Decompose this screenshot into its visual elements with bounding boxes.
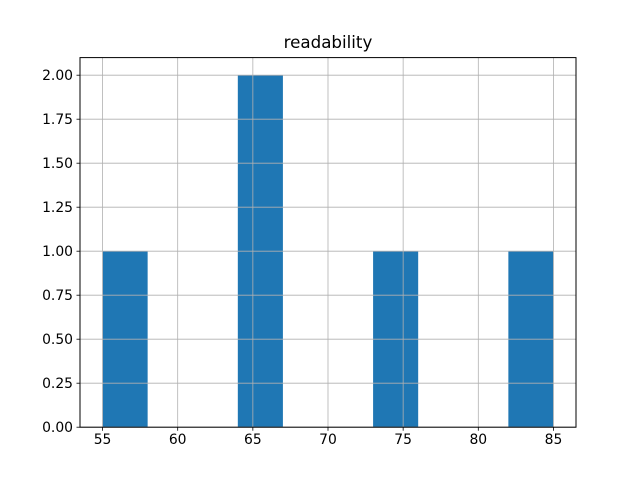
y-tick-label: 1.75 — [42, 112, 73, 128]
x-tick-label: 60 — [169, 432, 187, 448]
y-tick-label: 1.25 — [42, 200, 73, 216]
x-tick-label: 70 — [319, 432, 337, 448]
y-tick-label: 0.25 — [42, 376, 73, 392]
x-tick-label: 55 — [94, 432, 112, 448]
y-tick-label: 0.75 — [42, 288, 73, 304]
y-tick-label: 0.50 — [42, 332, 73, 348]
y-tick-label: 1.00 — [42, 244, 73, 260]
y-tick-label: 0.00 — [42, 420, 73, 436]
x-tick-label: 80 — [469, 432, 487, 448]
chart-title: readability — [283, 32, 373, 52]
y-tick-label: 1.50 — [42, 156, 73, 172]
x-tick-label: 65 — [244, 432, 262, 448]
x-tick-label: 75 — [394, 432, 412, 448]
x-tick-label: 85 — [545, 432, 563, 448]
y-tick-label: 2.00 — [42, 68, 73, 84]
